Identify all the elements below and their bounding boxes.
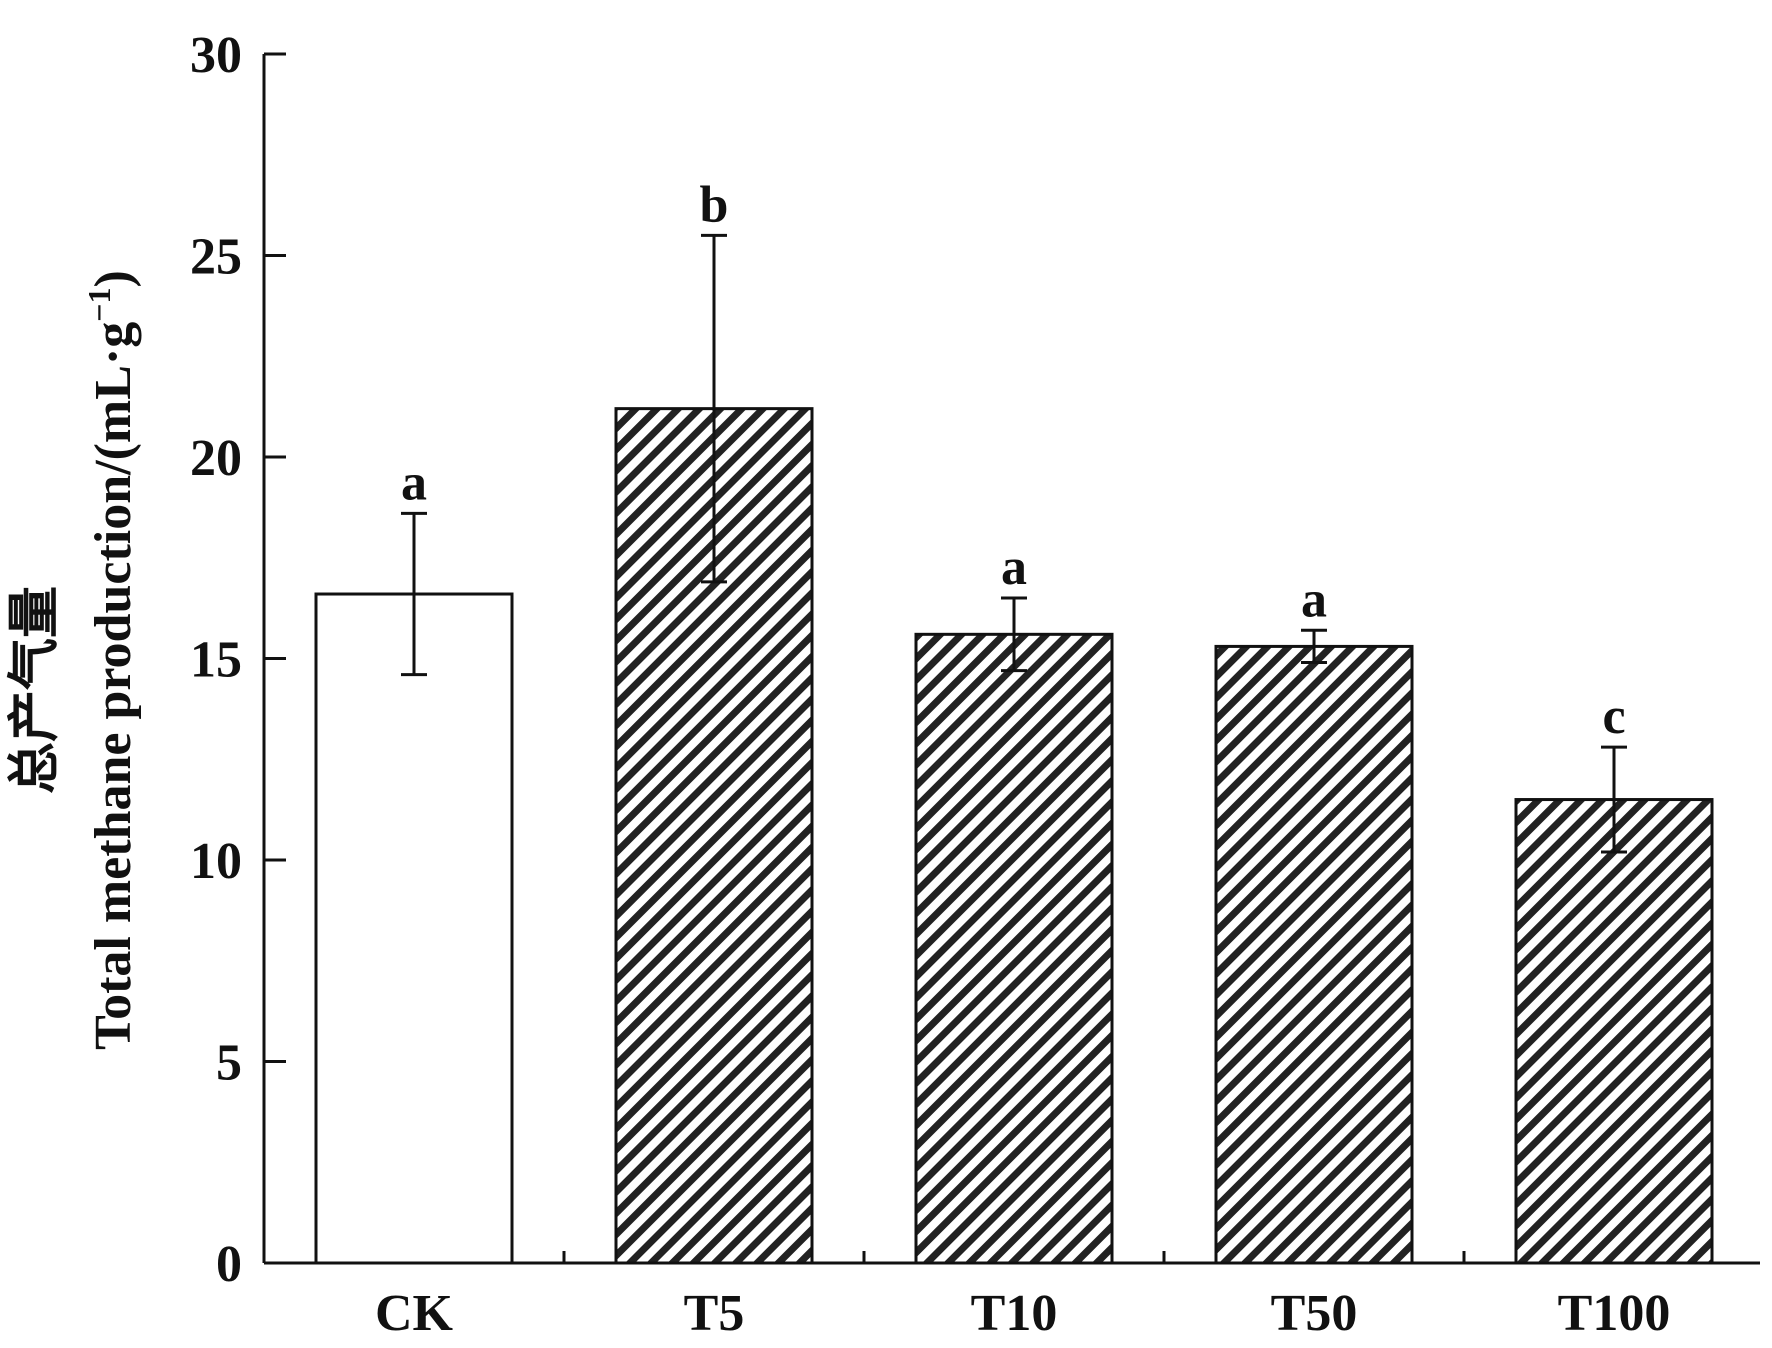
error-bar-t5 [701,233,727,584]
y-tick-label-10: 10 [190,833,242,890]
x-ticks: CK T5 T10 T50 T100 [262,1251,1671,1342]
y-tick-label-30: 30 [190,27,242,84]
y-tick-label-15: 15 [190,632,242,689]
error-bar-ck [401,511,427,677]
significance-label-t100: c [1602,688,1625,745]
y-axis-label-en: Total methane production/(mL·g−1) [81,270,142,1050]
bar-t50 [1214,644,1414,1265]
y-tick-label-20: 20 [190,430,242,487]
bars [314,407,1714,1265]
x-tick-label-t10: T10 [971,1285,1058,1342]
error-bars [401,233,1627,854]
y-axis-label-main: Total methane production/(mL·g [85,322,142,1050]
significance-label-t50: a [1301,571,1327,628]
y-ticks: 0 5 10 15 20 25 30 [190,27,286,1293]
significance-label-t5: b [700,176,729,233]
y-axis-label-close: ) [85,270,142,287]
error-bar-t10 [1001,596,1027,673]
x-tick-label-t5: T5 [684,1285,745,1342]
x-tick-label-t100: T100 [1558,1285,1671,1342]
significance-labels: a b a a c [401,176,1626,745]
significance-label-t10: a [1001,539,1027,596]
y-axis-label: 总产气量 Total methane production/(mL·g−1) [6,270,142,1050]
bar-ck [314,592,514,1265]
x-tick-label-ck: CK [375,1285,454,1342]
y-axis-label-cn: 总产气量 [6,586,64,794]
bar-t10 [914,632,1114,1265]
significance-label-ck: a [401,454,427,511]
y-tick-label-25: 25 [190,229,242,286]
y-tick-label-0: 0 [216,1236,242,1293]
x-tick-label-t50: T50 [1271,1285,1358,1342]
bar-t100 [1514,798,1714,1265]
y-axis-label-sup: −1 [81,288,117,322]
error-bar-t100 [1601,745,1627,854]
y-tick-label-5: 5 [216,1035,242,1092]
error-bar-t50 [1301,628,1327,665]
